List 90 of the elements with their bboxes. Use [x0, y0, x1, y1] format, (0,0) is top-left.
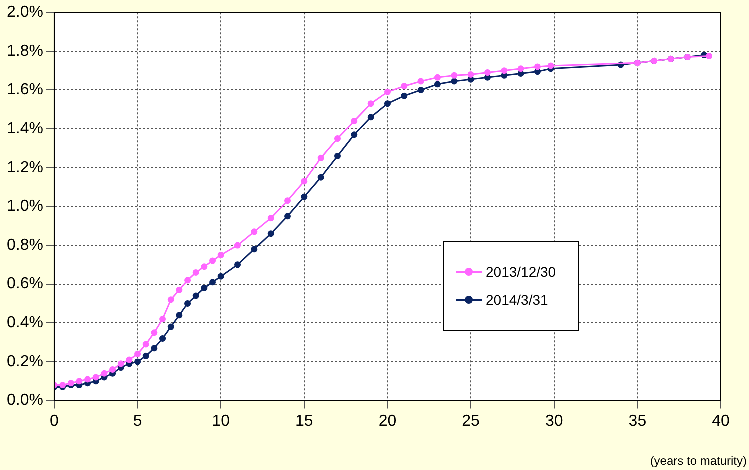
point	[210, 258, 216, 264]
legend-label: 2013/12/30	[486, 264, 556, 280]
point	[151, 345, 158, 352]
point	[384, 88, 391, 96]
y-tick-label: 0.8%	[7, 236, 44, 254]
point	[351, 132, 358, 138]
point	[268, 215, 274, 222]
point	[84, 376, 92, 383]
point	[218, 252, 224, 258]
point	[151, 330, 158, 336]
x-tick-label: 0	[50, 412, 60, 430]
point	[368, 114, 374, 121]
point	[76, 378, 83, 385]
point	[434, 74, 441, 81]
point	[468, 71, 474, 78]
point	[210, 279, 216, 286]
point	[160, 335, 166, 342]
point	[201, 264, 208, 270]
point	[401, 83, 408, 90]
point	[318, 154, 324, 162]
x-tick-label: 20	[378, 412, 397, 430]
point	[418, 78, 424, 85]
legend-label: 2014/3/31	[486, 292, 548, 308]
point	[518, 66, 524, 72]
point	[451, 72, 458, 79]
point	[434, 81, 441, 88]
point	[501, 68, 508, 74]
y-tick-label: 1.4%	[7, 120, 44, 138]
y-tick-label: 1.2%	[7, 159, 44, 176]
x-tick-label: 5	[133, 412, 142, 430]
point	[301, 194, 308, 200]
point	[534, 68, 541, 76]
x-axis-title: (years to maturity)	[650, 454, 747, 468]
point	[334, 152, 341, 160]
point	[501, 72, 508, 79]
point	[234, 242, 242, 249]
y-tick-label: 1.0%	[7, 198, 44, 216]
y-tick-label: 1.6%	[7, 82, 44, 99]
point	[334, 136, 341, 142]
x-tick-label: 25	[462, 412, 480, 430]
point	[192, 269, 200, 276]
y-tick-label: 0.6%	[7, 276, 44, 293]
point	[268, 230, 274, 238]
point	[301, 178, 308, 185]
point	[318, 174, 324, 181]
point	[418, 86, 424, 94]
point	[284, 198, 292, 204]
point	[218, 273, 224, 280]
point	[126, 356, 133, 364]
point	[351, 118, 358, 125]
point	[234, 262, 242, 268]
y-tick-label: 0.2%	[7, 353, 44, 370]
point	[451, 78, 458, 85]
point	[142, 341, 150, 348]
point	[176, 286, 183, 294]
point	[251, 246, 258, 253]
point	[534, 64, 541, 70]
point	[168, 324, 174, 330]
y-tick-label: 0.4%	[7, 314, 44, 332]
point	[176, 312, 183, 319]
point	[484, 70, 491, 76]
point	[192, 292, 200, 300]
point	[706, 53, 713, 60]
point	[160, 316, 166, 323]
point	[110, 366, 116, 373]
point	[184, 277, 192, 284]
point	[201, 284, 208, 292]
point	[101, 370, 108, 377]
x-tick-label: 30	[545, 412, 564, 430]
point	[548, 62, 554, 70]
y-tick-label: 2.0%	[7, 4, 44, 22]
point	[142, 352, 150, 360]
point	[134, 358, 142, 366]
point	[401, 92, 408, 100]
x-tick-label: 40	[712, 412, 730, 430]
point	[118, 360, 124, 368]
y-tick-label: 0.0%	[7, 392, 44, 410]
point	[384, 100, 391, 108]
point	[92, 374, 100, 381]
y-tick-label: 1.8%	[7, 42, 44, 60]
point	[284, 213, 292, 220]
x-tick-label: 10	[212, 412, 230, 430]
point	[251, 228, 258, 236]
point	[134, 350, 142, 358]
point	[484, 74, 491, 81]
x-tick-label: 35	[628, 412, 647, 430]
point	[184, 300, 192, 307]
point	[368, 100, 374, 108]
x-tick-label: 15	[296, 412, 314, 430]
point	[168, 296, 174, 304]
